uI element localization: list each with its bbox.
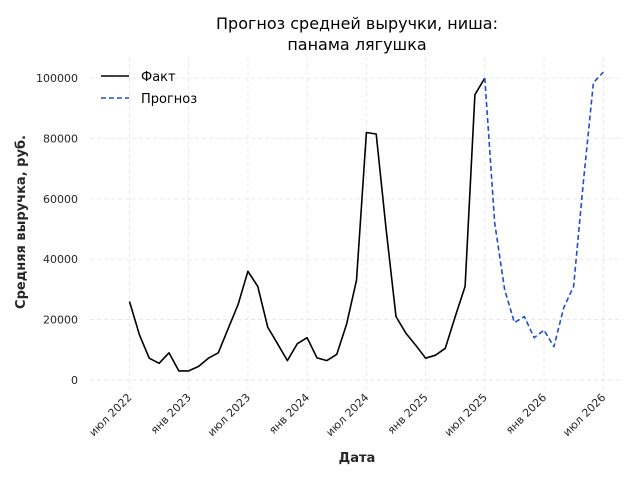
y-tick-label: 40000 bbox=[43, 253, 78, 266]
y-tick-label: 80000 bbox=[43, 132, 78, 145]
x-tick-label: янв 2024 bbox=[266, 391, 312, 437]
legend-label-fact: Факт bbox=[141, 70, 176, 85]
series-line-forecast bbox=[484, 71, 604, 348]
x-axis-label: Дата bbox=[339, 451, 376, 466]
series-lines bbox=[128, 71, 604, 372]
x-tick-label: янв 2023 bbox=[148, 391, 194, 437]
y-axis-label: Средняя выручка, руб. bbox=[14, 135, 29, 309]
x-axis-ticks: июл 2022 янв 2023 июл 2023 янв 2024 июл 2024… bbox=[87, 391, 609, 439]
grid bbox=[90, 57, 623, 389]
y-tick-label: 100000 bbox=[36, 72, 78, 85]
x-tick-label: июл 2022 bbox=[87, 391, 135, 439]
x-tick-label: июл 2026 bbox=[560, 391, 608, 439]
x-tick-label: июл 2024 bbox=[323, 391, 371, 439]
x-tick-label: июл 2025 bbox=[442, 391, 490, 439]
legend-label-forecast: Прогноз bbox=[141, 92, 197, 107]
y-tick-label: 20000 bbox=[43, 314, 78, 327]
chart-title-line-2: панама лягушка bbox=[287, 35, 426, 54]
legend: Факт Прогноз bbox=[101, 70, 197, 107]
chart-title-line-1: Прогноз средней выручки, ниша: bbox=[216, 14, 498, 33]
x-tick-label: июл 2023 bbox=[205, 391, 253, 439]
x-tick-label: янв 2026 bbox=[503, 391, 549, 437]
y-axis-ticks: 0 20000 40000 60000 80000 100000 bbox=[36, 72, 78, 387]
y-tick-label: 0 bbox=[71, 374, 78, 387]
y-tick-label: 60000 bbox=[43, 193, 78, 206]
x-tick-label: янв 2025 bbox=[385, 391, 431, 437]
